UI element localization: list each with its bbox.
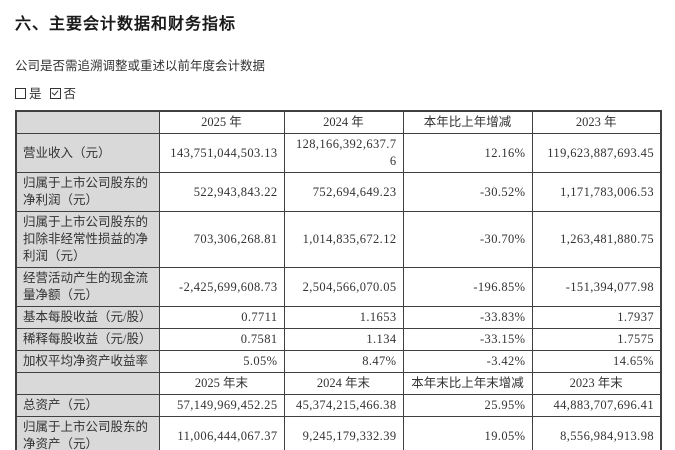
table-row-net-assets: 归属于上市公司股东的净资产（元） 11,006,444,067.37 9,245… bbox=[15, 416, 662, 450]
table-row-diluted-eps: 稀释每股收益（元/股） 0.7581 1.134 -33.15% 1.7575 bbox=[15, 328, 662, 351]
value-2025: 143,751,044,503.13 bbox=[158, 133, 285, 173]
value-2024: 2,504,566,070.05 bbox=[283, 267, 404, 307]
value-2025: -2,425,699,608.73 bbox=[158, 267, 285, 307]
table-row-basic-eps: 基本每股收益（元/股） 0.7711 1.1653 -33.83% 1.7937 bbox=[15, 306, 662, 329]
table-row-operating-cash-flow: 经营活动产生的现金流量净额（元） -2,425,699,608.73 2,504… bbox=[15, 267, 662, 307]
table-header-row-annual: 2025 年 2024 年 本年比上年增减 2023 年 bbox=[15, 110, 662, 134]
table-row-total-assets: 总资产（元） 57,149,969,452.25 45,374,215,466.… bbox=[15, 394, 662, 417]
value-2025: 11,006,444,067.37 bbox=[158, 416, 285, 450]
value-2023: 8,556,984,913.98 bbox=[531, 416, 662, 450]
checkbox-option-no: 否 bbox=[49, 83, 77, 102]
header-cell-2023-end: 2023 年末 bbox=[531, 372, 662, 395]
value-change: -196.85% bbox=[402, 267, 533, 307]
value-2025: 703,306,268.81 bbox=[158, 211, 285, 268]
value-2024: 9,245,179,332.39 bbox=[283, 416, 404, 450]
value-change: -30.52% bbox=[402, 172, 533, 212]
header-cell-2024-end: 2024 年末 bbox=[283, 372, 404, 395]
value-2023: -151,394,077.98 bbox=[531, 267, 662, 307]
header-cell-2023: 2023 年 bbox=[531, 110, 662, 134]
value-2024: 752,694,649.23 bbox=[283, 172, 404, 212]
row-label: 加权平均净资产收益率 bbox=[15, 350, 160, 373]
table-row-net-profit-excl-nonrecurring: 归属于上市公司股东的扣除非经常性损益的净利润（元） 703,306,268.81… bbox=[15, 211, 662, 268]
value-change: 19.05% bbox=[402, 416, 533, 450]
row-label: 归属于上市公司股东的扣除非经常性损益的净利润（元） bbox=[15, 211, 160, 268]
row-label: 营业收入（元） bbox=[15, 133, 160, 173]
key-financials-table: 2025 年 2024 年 本年比上年增减 2023 年 营业收入（元） 143… bbox=[15, 110, 662, 450]
table-row-weighted-avg-roe: 加权平均净资产收益率 5.05% 8.47% -3.42% 14.65% bbox=[15, 350, 662, 373]
value-2023: 44,883,707,696.41 bbox=[531, 394, 662, 417]
value-2025: 0.7581 bbox=[158, 328, 285, 351]
header-cell-2025: 2025 年 bbox=[158, 110, 285, 134]
checkbox-yes-label: 是 bbox=[29, 87, 42, 101]
header-cell-yoy-change: 本年比上年增减 bbox=[402, 110, 533, 134]
checkbox-no-label: 否 bbox=[63, 87, 77, 101]
row-label: 经营活动产生的现金流量净额（元） bbox=[15, 267, 160, 307]
value-2024: 1.1653 bbox=[283, 306, 404, 329]
value-2023: 1.7575 bbox=[531, 328, 662, 351]
value-change: -30.70% bbox=[402, 211, 533, 268]
checkbox-row: 是否 bbox=[15, 83, 675, 102]
row-label: 稀释每股收益（元/股） bbox=[15, 328, 160, 351]
value-2023: 1.7937 bbox=[531, 306, 662, 329]
header-cell-yearend-change: 本年末比上年末增减 bbox=[402, 372, 533, 395]
value-change: 25.95% bbox=[402, 394, 533, 417]
value-2023: 119,623,887,693.45 bbox=[531, 133, 662, 173]
value-change: -33.83% bbox=[402, 306, 533, 329]
value-2024: 8.47% bbox=[283, 350, 404, 373]
section-title: 六、主要会计数据和财务指标 bbox=[15, 16, 237, 33]
row-label: 基本每股收益（元/股） bbox=[15, 306, 160, 329]
value-2025: 0.7711 bbox=[158, 306, 285, 329]
value-change: -33.15% bbox=[402, 328, 533, 351]
value-2024: 1.134 bbox=[283, 328, 404, 351]
row-label: 归属于上市公司股东的净资产（元） bbox=[15, 416, 160, 450]
value-2024: 128,166,392,637.76 bbox=[283, 133, 404, 173]
value-2023: 1,263,481,880.75 bbox=[531, 211, 662, 268]
checkbox-checked-icon bbox=[49, 88, 61, 99]
header-cell-2024: 2024 年 bbox=[283, 110, 404, 134]
checkbox-unchecked-icon bbox=[15, 88, 26, 99]
table-row-net-profit: 归属于上市公司股东的净利润（元） 522,943,843.22 752,694,… bbox=[15, 172, 662, 212]
value-2025: 5.05% bbox=[158, 350, 285, 373]
row-label: 总资产（元） bbox=[15, 394, 160, 417]
value-2025: 522,943,843.22 bbox=[158, 172, 285, 212]
value-2025: 57,149,969,452.25 bbox=[158, 394, 285, 417]
checkbox-option-yes: 是 bbox=[15, 83, 42, 102]
value-2024: 45,374,215,466.38 bbox=[283, 394, 404, 417]
table-row-revenue: 营业收入（元） 143,751,044,503.13 128,166,392,6… bbox=[15, 133, 662, 173]
value-2024: 1,014,835,672.12 bbox=[283, 211, 404, 268]
header-cell-2025-end: 2025 年末 bbox=[158, 372, 285, 395]
header-cell-blank bbox=[15, 110, 160, 134]
value-change: 12.16% bbox=[402, 133, 533, 173]
row-label: 归属于上市公司股东的净利润（元） bbox=[15, 172, 160, 212]
value-2023: 14.65% bbox=[531, 350, 662, 373]
header-cell-blank bbox=[15, 372, 160, 395]
value-change: -3.42% bbox=[402, 350, 533, 373]
restatement-question: 公司是否需追溯调整或重述以前年度会计数据 bbox=[15, 59, 266, 73]
value-2023: 1,171,783,006.53 bbox=[531, 172, 662, 212]
table-header-row-year-end: 2025 年末 2024 年末 本年末比上年末增减 2023 年末 bbox=[15, 372, 662, 395]
